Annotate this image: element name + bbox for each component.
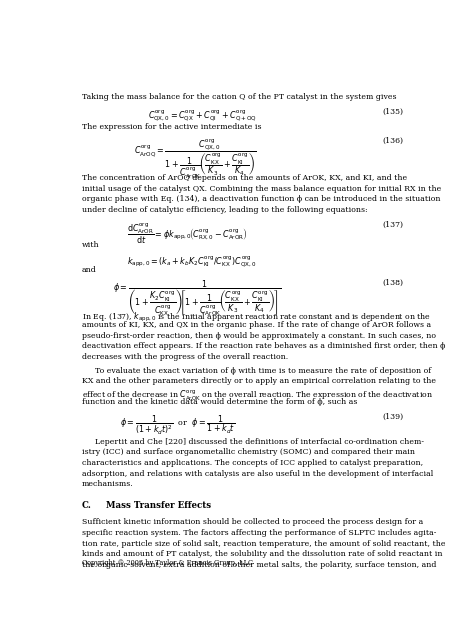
- Text: specific reaction system. The factors affecting the performance of SLPTC include: specific reaction system. The factors af…: [82, 529, 436, 537]
- Text: istry (ICC) and surface organometallic chemistry (SOMC) and compared their main: istry (ICC) and surface organometallic c…: [82, 449, 415, 456]
- Text: KX and the other parameters directly or to apply an empirical correlation relati: KX and the other parameters directly or …: [82, 377, 436, 385]
- Text: Lepertit and Che [220] discussed the definitions of interfacial co-ordination ch: Lepertit and Che [220] discussed the def…: [95, 438, 424, 446]
- Text: (139): (139): [382, 413, 403, 421]
- Text: (138): (138): [382, 278, 403, 287]
- Text: $\phi = \dfrac{1}{(1+k_d t)^2}$  or  $\phi = \dfrac{1}{1 + k_d t}$: $\phi = \dfrac{1}{(1+k_d t)^2}$ or $\phi…: [120, 413, 236, 436]
- Text: $\phi = \dfrac{1}{\left(1 + \dfrac{K_2 C_{\mathrm{KI}}^{\mathrm{org}}}{C_{\mathr: $\phi = \dfrac{1}{\left(1 + \dfrac{K_2 C…: [113, 278, 281, 318]
- Text: pseudo-first-order reaction, then ϕ would be approximately a constant. In such c: pseudo-first-order reaction, then ϕ woul…: [82, 332, 436, 340]
- Text: Mass Transfer Effects: Mass Transfer Effects: [106, 502, 211, 511]
- Text: mechanisms.: mechanisms.: [82, 480, 134, 488]
- Text: Sufficient kinetic information should be collected to proceed the process design: Sufficient kinetic information should be…: [82, 518, 423, 526]
- Text: C.: C.: [82, 502, 92, 511]
- Text: amounts of KI, KX, and QX in the organic phase. If the rate of change of ArOR fo: amounts of KI, KX, and QX in the organic…: [82, 321, 431, 329]
- Text: $\dfrac{\mathrm{d}C_{\mathrm{ArOR}}^{\mathrm{org}}}{\mathrm{d}t} = \phi k_{\math: $\dfrac{\mathrm{d}C_{\mathrm{ArOR}}^{\ma…: [127, 221, 248, 246]
- Text: (137): (137): [382, 221, 403, 228]
- Text: Taking the mass balance for the cation Q of the PT catalyst in the system gives: Taking the mass balance for the cation Q…: [82, 93, 397, 100]
- Text: characteristics and applications. The concepts of ICC applied to catalyst prepar: characteristics and applications. The co…: [82, 459, 423, 467]
- Text: (135): (135): [382, 108, 403, 115]
- Text: kinds and amount of PT catalyst, the solubility and the dissolution rate of soli: kinds and amount of PT catalyst, the sol…: [82, 550, 443, 558]
- Text: decreases with the progress of the overall reaction.: decreases with the progress of the overa…: [82, 353, 288, 361]
- Text: the organic solvent, extra addition of other metal salts, the polarity, surface : the organic solvent, extra addition of o…: [82, 561, 436, 569]
- Text: Copyright © 2003 by Taylor & Francis Group, LLC: Copyright © 2003 by Taylor & Francis Gro…: [82, 559, 253, 567]
- Text: $k_{\mathrm{app},0} = (k_a + k_b K_2 C_{\mathrm{KI}}^{\mathrm{org}}/C_{\mathrm{K: $k_{\mathrm{app},0} = (k_a + k_b K_2 C_{…: [127, 253, 257, 269]
- Text: under decline of catalytic efficiency, leading to the following equations:: under decline of catalytic efficiency, l…: [82, 206, 368, 214]
- Text: effect of the decrease in $C_{\mathrm{ArOK}}^{\mathrm{org}}$ on the overall reac: effect of the decrease in $C_{\mathrm{Ar…: [82, 388, 433, 403]
- Text: The expression for the active intermediate is: The expression for the active intermedia…: [82, 124, 262, 131]
- Text: function and the kinetic data would determine the form of ϕ, such as: function and the kinetic data would dete…: [82, 399, 357, 406]
- Text: (136): (136): [382, 137, 403, 145]
- Text: To evaluate the exact variation of ϕ with time is to measure the rate of deposit: To evaluate the exact variation of ϕ wit…: [95, 367, 432, 374]
- Text: deactivation effect appears. If the reaction rate behaves as a diminished first : deactivation effect appears. If the reac…: [82, 342, 445, 350]
- Text: and: and: [82, 266, 97, 274]
- Text: In Eq. (137), $k_{\mathrm{app},0}$ is the initial apparent reaction rate constan: In Eq. (137), $k_{\mathrm{app},0}$ is th…: [82, 310, 431, 324]
- Text: adsorption, and relations with catalysis are also useful in the development of i: adsorption, and relations with catalysis…: [82, 470, 433, 477]
- Text: with: with: [82, 241, 100, 250]
- Text: initial usage of the catalyst QX. Combining the mass balance equation for initia: initial usage of the catalyst QX. Combin…: [82, 184, 441, 193]
- Text: organic phase with Eq. (134), a deactivation function ϕ can be introduced in the: organic phase with Eq. (134), a deactiva…: [82, 195, 440, 204]
- Text: $C_{\mathrm{ArOQ}}^{\mathrm{org}} = \dfrac{C_{\mathrm{QX},0}^{\mathrm{org}}}{1 +: $C_{\mathrm{ArOQ}}^{\mathrm{org}} = \dfr…: [134, 137, 256, 181]
- Text: $C_{\mathrm{QX},0}^{\mathrm{org}} = C_{\mathrm{QX}}^{\mathrm{org}} + C_{\mathrm{: $C_{\mathrm{QX},0}^{\mathrm{org}} = C_{\…: [148, 108, 257, 124]
- Text: tion rate, particle size of solid salt, reaction temperature, the amount of soli: tion rate, particle size of solid salt, …: [82, 540, 445, 548]
- Text: The concentration of ArOQ depends on the amounts of ArOK, KX, and KI, and the: The concentration of ArOQ depends on the…: [82, 174, 407, 182]
